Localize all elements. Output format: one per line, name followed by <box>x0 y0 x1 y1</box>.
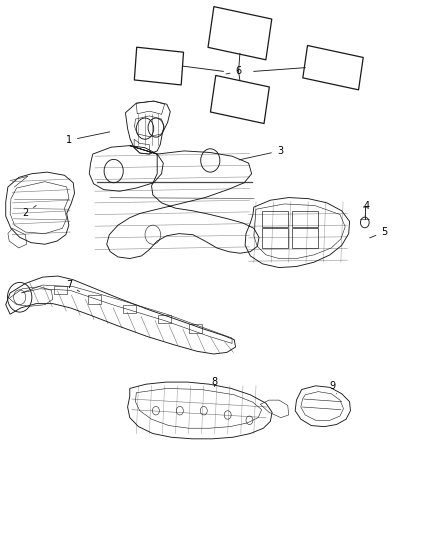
Text: 3: 3 <box>239 146 283 160</box>
Text: 2: 2 <box>22 206 36 219</box>
Bar <box>123 305 136 313</box>
Text: 1: 1 <box>66 132 110 146</box>
Bar <box>88 295 102 304</box>
Text: 9: 9 <box>329 381 336 394</box>
Bar <box>53 286 67 294</box>
Bar <box>292 211 318 227</box>
Bar <box>188 324 201 333</box>
Bar <box>261 211 288 227</box>
Text: 7: 7 <box>66 280 80 292</box>
Text: 4: 4 <box>364 200 370 216</box>
Bar <box>261 228 288 248</box>
Text: 5: 5 <box>370 227 388 238</box>
Text: 8: 8 <box>212 377 218 387</box>
Text: 6: 6 <box>226 67 242 76</box>
Bar <box>158 315 171 323</box>
Bar <box>292 228 318 248</box>
